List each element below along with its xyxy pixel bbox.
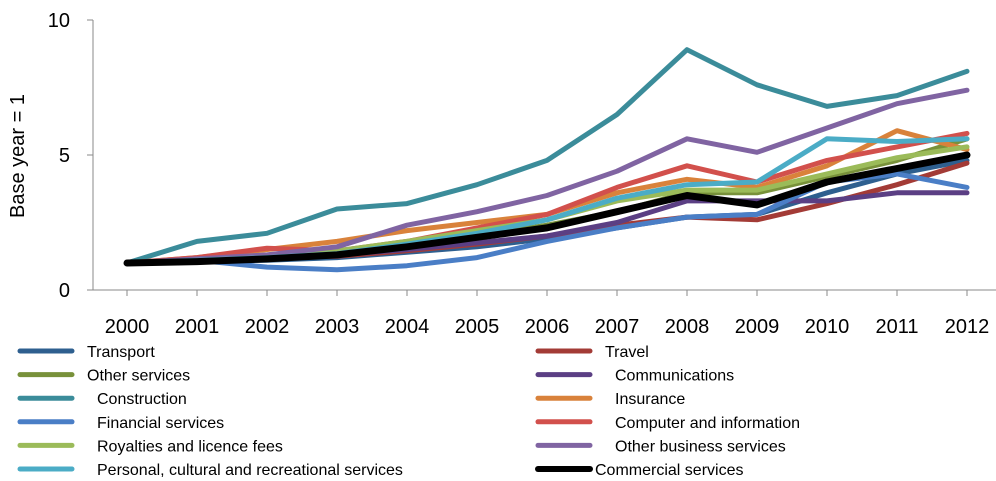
legend-label: Travel <box>605 344 649 361</box>
legend-label: Personal, cultural and recreational serv… <box>97 462 403 479</box>
x-tick-label: 2003 <box>315 316 360 338</box>
x-tick-label: 2001 <box>175 316 220 338</box>
legend-label: Royalties and licence fees <box>97 438 283 455</box>
y-axis-label: Base year = 1 <box>7 94 29 218</box>
series-line-computer-and-information <box>124 130 970 266</box>
x-tick-label: 2010 <box>805 316 850 338</box>
chart-legend: Transport Travel Other services Communicati… <box>17 344 800 479</box>
x-tick-label: 2006 <box>525 316 570 338</box>
legend-label: Other services <box>87 368 190 385</box>
series-line-construction <box>124 47 970 266</box>
series-line-commercial-services <box>123 151 971 267</box>
legend-label: Communications <box>615 368 734 385</box>
x-tick-label: 2002 <box>245 316 290 338</box>
legend-label: Computer and information <box>615 415 800 432</box>
legend-label: Construction <box>97 391 187 408</box>
legend-label: Commercial services <box>595 462 743 479</box>
x-tick-label: 2009 <box>735 316 780 338</box>
x-tick-label: 2011 <box>875 316 918 338</box>
y-tick-label: 10 <box>48 10 70 32</box>
x-tick-label: 2004 <box>385 316 430 338</box>
x-tick-label: 2008 <box>665 316 710 338</box>
x-tick-label: 2005 <box>455 316 500 338</box>
x-tick-label: 2000 <box>105 316 150 338</box>
y-tick-label: 0 <box>59 280 70 302</box>
x-tick-label: 2007 <box>595 316 640 338</box>
legend-label: Transport <box>87 344 155 361</box>
legend-label: Financial services <box>97 415 224 432</box>
series-line-royalties-and-licence-fees <box>124 144 970 266</box>
y-tick-label: 5 <box>59 145 70 167</box>
legend-label: Insurance <box>615 391 685 408</box>
x-tick-label: 2012 <box>945 316 990 338</box>
chart-series <box>123 47 971 273</box>
legend-label: Other business services <box>615 438 786 455</box>
chart-axes: 0 5 10 2000 2001 2002 2003 2004 2005 2006 2007 2008… <box>7 10 996 338</box>
series-line-other-business-services <box>124 87 970 266</box>
